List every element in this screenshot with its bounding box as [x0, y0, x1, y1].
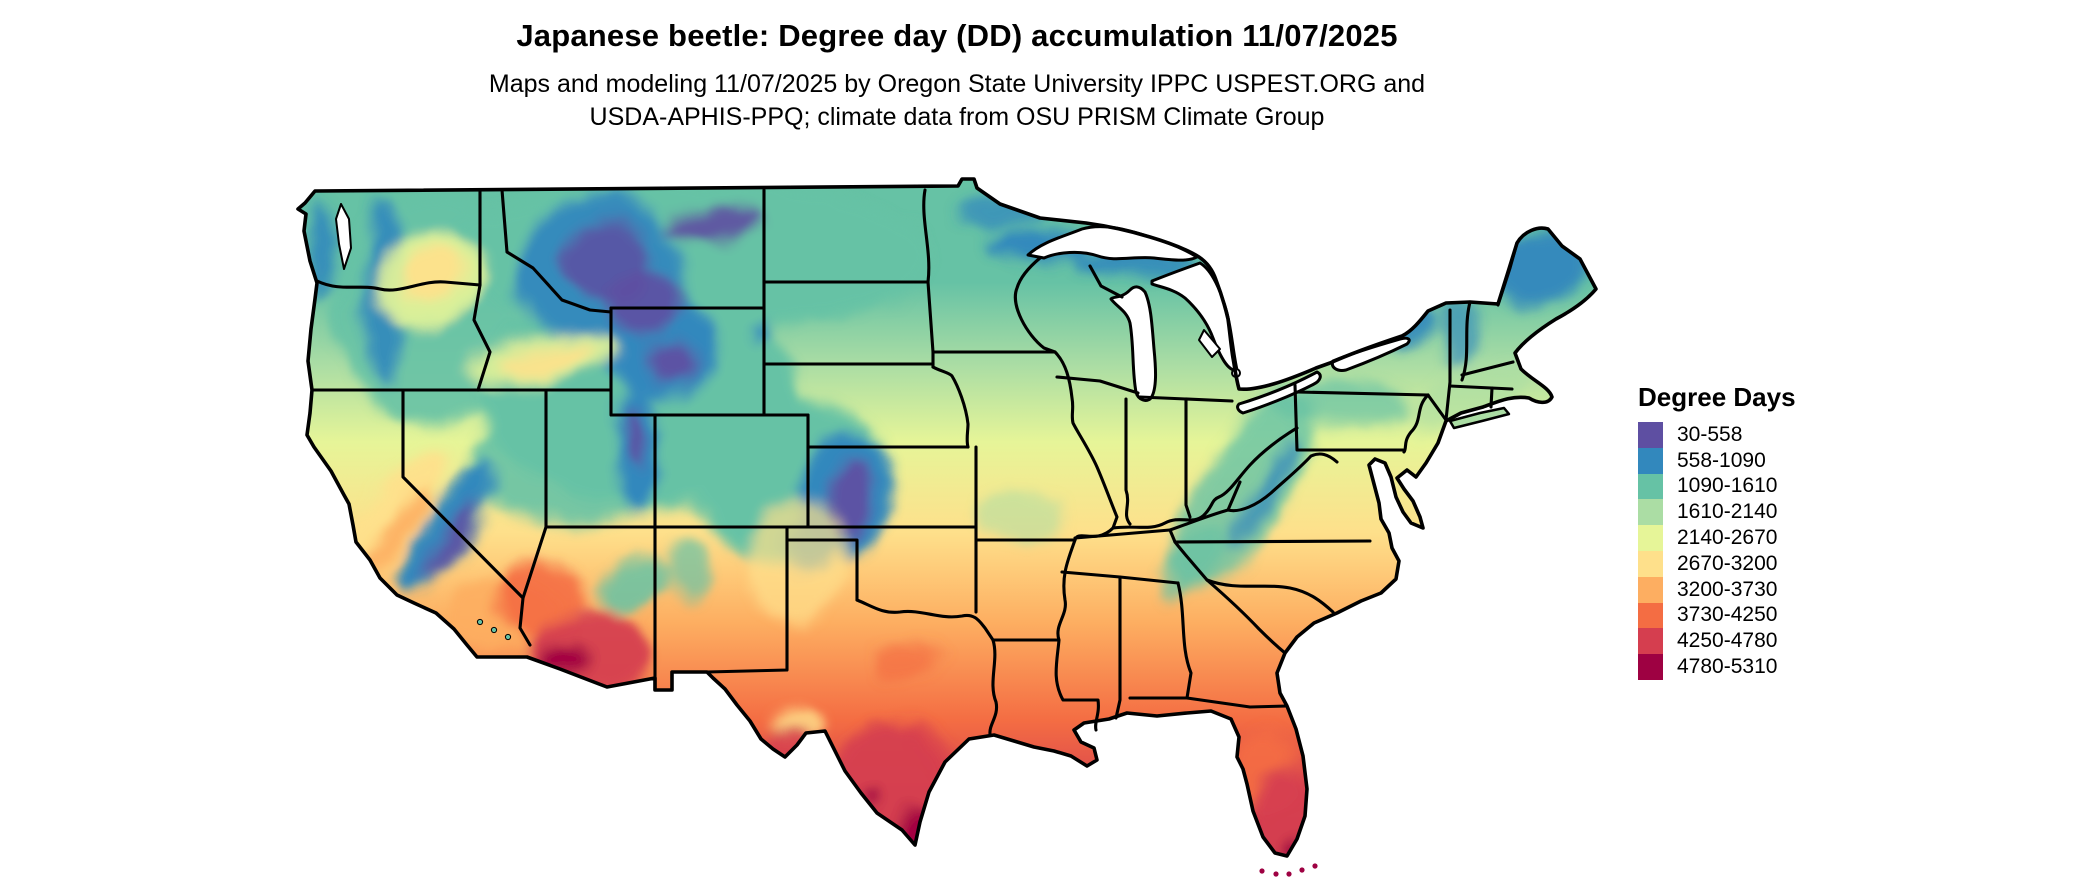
legend-row: 3730-4250 [1638, 602, 1796, 629]
legend-row: 2670-3200 [1638, 550, 1796, 577]
legend-swatch [1638, 525, 1663, 551]
legend-entries: 30-558 558-1090 1090-1610 1610-2140 2140-267… [1638, 422, 1796, 680]
legend-row: 4250-4780 [1638, 628, 1796, 655]
legend-swatch [1638, 422, 1663, 448]
legend-range-label: 2140-2670 [1677, 526, 1778, 550]
channel-islands [476, 618, 512, 641]
subtitle-line-1: Maps and modeling 11/07/2025 by Oregon S… [488, 70, 1426, 98]
florida-keys [1259, 863, 1318, 877]
legend-range-label: 4780-5310 [1677, 655, 1778, 679]
legend-range-label: 3730-4250 [1677, 603, 1778, 627]
legend-swatch [1638, 499, 1663, 526]
legend-range-label: 2670-3200 [1677, 551, 1778, 575]
land-fill [298, 179, 1596, 856]
header: Japanese beetle: Degree day (DD) accumul… [0, 0, 1914, 134]
legend-range-label: 3200-3730 [1677, 577, 1778, 601]
legend-swatch [1638, 576, 1663, 603]
long-island [1448, 406, 1511, 430]
legend: Degree Days 30-558 558-1090 1090-1610 1610-… [1638, 382, 1796, 680]
islands [476, 406, 1511, 877]
us-outline [296, 177, 1598, 858]
legend-row: 558-1090 [1638, 447, 1796, 474]
legend-row: 3200-3730 [1638, 576, 1796, 603]
page-subtitle: Maps and modeling 11/07/2025 by Oregon S… [0, 54, 1914, 134]
legend-range-label: 30-558 [1677, 422, 1743, 446]
legend-swatch [1638, 628, 1663, 655]
state-borders [311, 188, 1519, 736]
legend-swatch [1638, 550, 1663, 577]
legend-row: 1610-2140 [1638, 499, 1796, 526]
great-lakes [335, 203, 1411, 415]
legend-row: 4780-5310 [1638, 654, 1796, 680]
subtitle-line-2: USDA-APHIS-PPQ; climate data from OSU PR… [589, 103, 1325, 131]
legend-row: 1090-1610 [1638, 473, 1796, 500]
legend-title: Degree Days [1638, 382, 1796, 412]
page-title: Japanese beetle: Degree day (DD) accumul… [516, 18, 1398, 53]
legend-swatch [1638, 602, 1663, 629]
legend-row: 2140-2670 [1638, 525, 1796, 551]
legend-range-label: 4250-4780 [1677, 629, 1778, 653]
legend-swatch [1638, 447, 1663, 474]
lake-michigan [1109, 285, 1158, 402]
legend-range-label: 558-1090 [1677, 448, 1766, 472]
legend-range-label: 1610-2140 [1677, 500, 1778, 524]
legend-row: 30-558 [1638, 422, 1796, 448]
saginaw-bay [1198, 329, 1221, 358]
puget-sound [335, 203, 352, 270]
legend-swatch [1638, 654, 1663, 680]
legend-swatch [1638, 473, 1663, 500]
legend-range-label: 1090-1610 [1677, 474, 1778, 498]
lake-erie [1236, 370, 1322, 415]
